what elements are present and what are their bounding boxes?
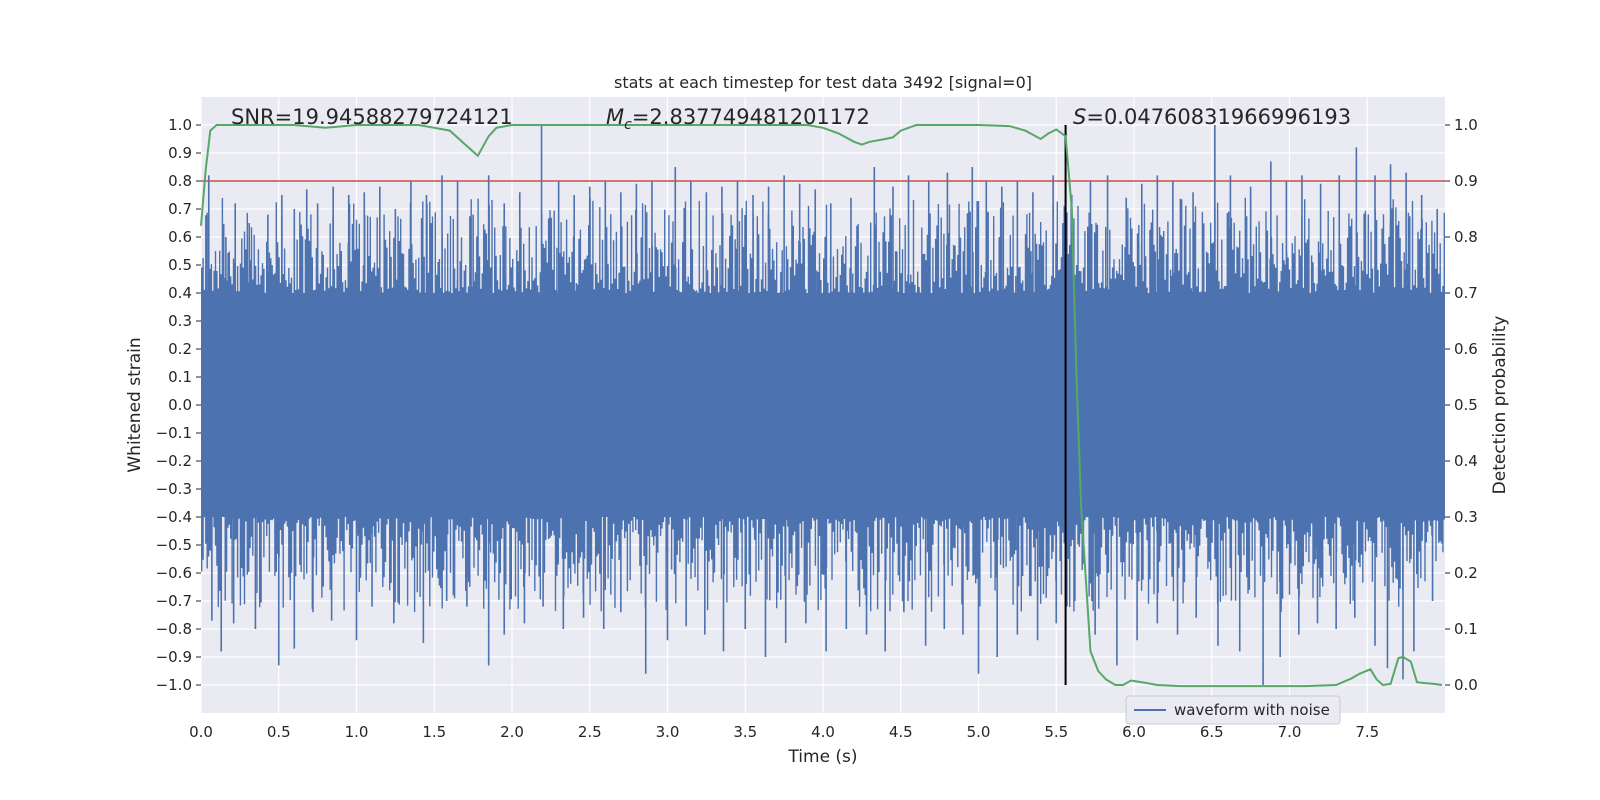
x-tick-label: 0.0 [189, 723, 213, 741]
y-right-tick-label: 0.1 [1454, 620, 1478, 638]
snr-annotation: SNR=19.94588279724121 [231, 105, 513, 129]
y-tick-label: 0.1 [168, 368, 192, 386]
x-tick-label: 3.5 [733, 723, 757, 741]
x-tick-label: 5.5 [1044, 723, 1068, 741]
y-tick-label: −0.9 [156, 648, 192, 666]
y-tick-label: 0.7 [168, 200, 192, 218]
statistic-symbol: S [1073, 105, 1086, 129]
chart-title: stats at each timestep for test data 349… [614, 73, 1032, 92]
y-right-tick-label: 0.9 [1454, 172, 1478, 190]
chirp-mass-value: =2.837749481201172 [632, 105, 870, 129]
y-tick-label: 0.8 [168, 172, 192, 190]
y-right-tick-label: 0.6 [1454, 340, 1478, 358]
legend-label: waveform with noise [1174, 701, 1330, 719]
y-right-tick-label: 0.4 [1454, 452, 1478, 470]
x-tick-label: 2.0 [500, 723, 524, 741]
waveform-series [201, 125, 1445, 685]
chirp-mass-annotation: Mc=2.837749481201172 [606, 105, 870, 133]
y-tick-label: −0.8 [156, 620, 192, 638]
y-tick-label: 0.3 [168, 312, 192, 330]
x-tick-label: 4.0 [811, 723, 835, 741]
y-right-tick-label: 0.8 [1454, 228, 1478, 246]
waveform-noise-trace [201, 197, 1445, 613]
y-tick-label: 1.0 [168, 116, 192, 134]
y-tick-label: −0.1 [156, 424, 192, 442]
y-tick-label: 0.2 [168, 340, 192, 358]
y-tick-label: −0.5 [156, 536, 192, 554]
y-tick-label: −0.4 [156, 508, 192, 526]
y-right-tick-label: 0.3 [1454, 508, 1478, 526]
y-right-tick-label: 0.2 [1454, 564, 1478, 582]
x-tick-label: 3.0 [656, 723, 680, 741]
y-tick-label: 0.5 [168, 256, 192, 274]
statistic-value: =0.04760831966996193 [1086, 105, 1351, 129]
x-tick-label: 6.0 [1122, 723, 1146, 741]
x-tick-label: 1.0 [345, 723, 369, 741]
legend-box [1125, 695, 1341, 725]
y-tick-label: 0.0 [168, 396, 192, 414]
legend: waveform with noise [1125, 695, 1341, 725]
y-axis-ticks: 1.0 0.9 0.8 0.7 0.6 0.5 0.4 0.3 0.2 0.1 0.0 −0.1 −0.… [156, 116, 201, 694]
x-tick-label: 7.0 [1278, 723, 1302, 741]
x-tick-label: 2.5 [578, 723, 602, 741]
x-tick-label: 1.5 [422, 723, 446, 741]
y-right-tick-label: 1.0 [1454, 116, 1478, 134]
y-right-axis-label: Detection probability [1490, 316, 1510, 495]
y-tick-label: 0.6 [168, 228, 192, 246]
x-tick-label: 5.0 [967, 723, 991, 741]
x-axis-label: Time (s) [787, 747, 857, 767]
x-tick-label: 6.5 [1200, 723, 1224, 741]
y-right-tick-label: 0.7 [1454, 284, 1478, 302]
chirp-mass-subscript: c [624, 117, 632, 133]
y-tick-label: −0.6 [156, 564, 192, 582]
y-tick-label: −0.2 [156, 452, 192, 470]
y-right-tick-label: 0.0 [1454, 676, 1478, 694]
y-tick-label: −0.7 [156, 592, 192, 610]
x-axis-ticks: 0.0 0.5 1.0 1.5 2.0 2.5 3.0 3.5 4.0 4.5 5.0 5.5 6.0 6… [189, 723, 1379, 741]
x-tick-label: 4.5 [889, 723, 913, 741]
y-tick-label: −0.3 [156, 480, 192, 498]
y-right-tick-label: 0.5 [1454, 396, 1478, 414]
x-tick-label: 0.5 [267, 723, 291, 741]
detection-probability-line [200, 124, 1443, 688]
y-tick-label: −1.0 [156, 676, 192, 694]
chirp-mass-symbol: M [606, 105, 624, 129]
y-tick-label: 0.9 [168, 144, 192, 162]
x-tick-label: 7.5 [1355, 723, 1379, 741]
statistic-annotation: S=0.04760831966996193 [1073, 105, 1351, 129]
y-right-axis-ticks: 1.0 0.9 0.8 0.7 0.6 0.5 0.4 0.3 0.2 0.1 0.0 [1445, 116, 1478, 694]
y-axis-label: Whitened strain [125, 337, 145, 472]
y-tick-label: 0.4 [168, 284, 192, 302]
